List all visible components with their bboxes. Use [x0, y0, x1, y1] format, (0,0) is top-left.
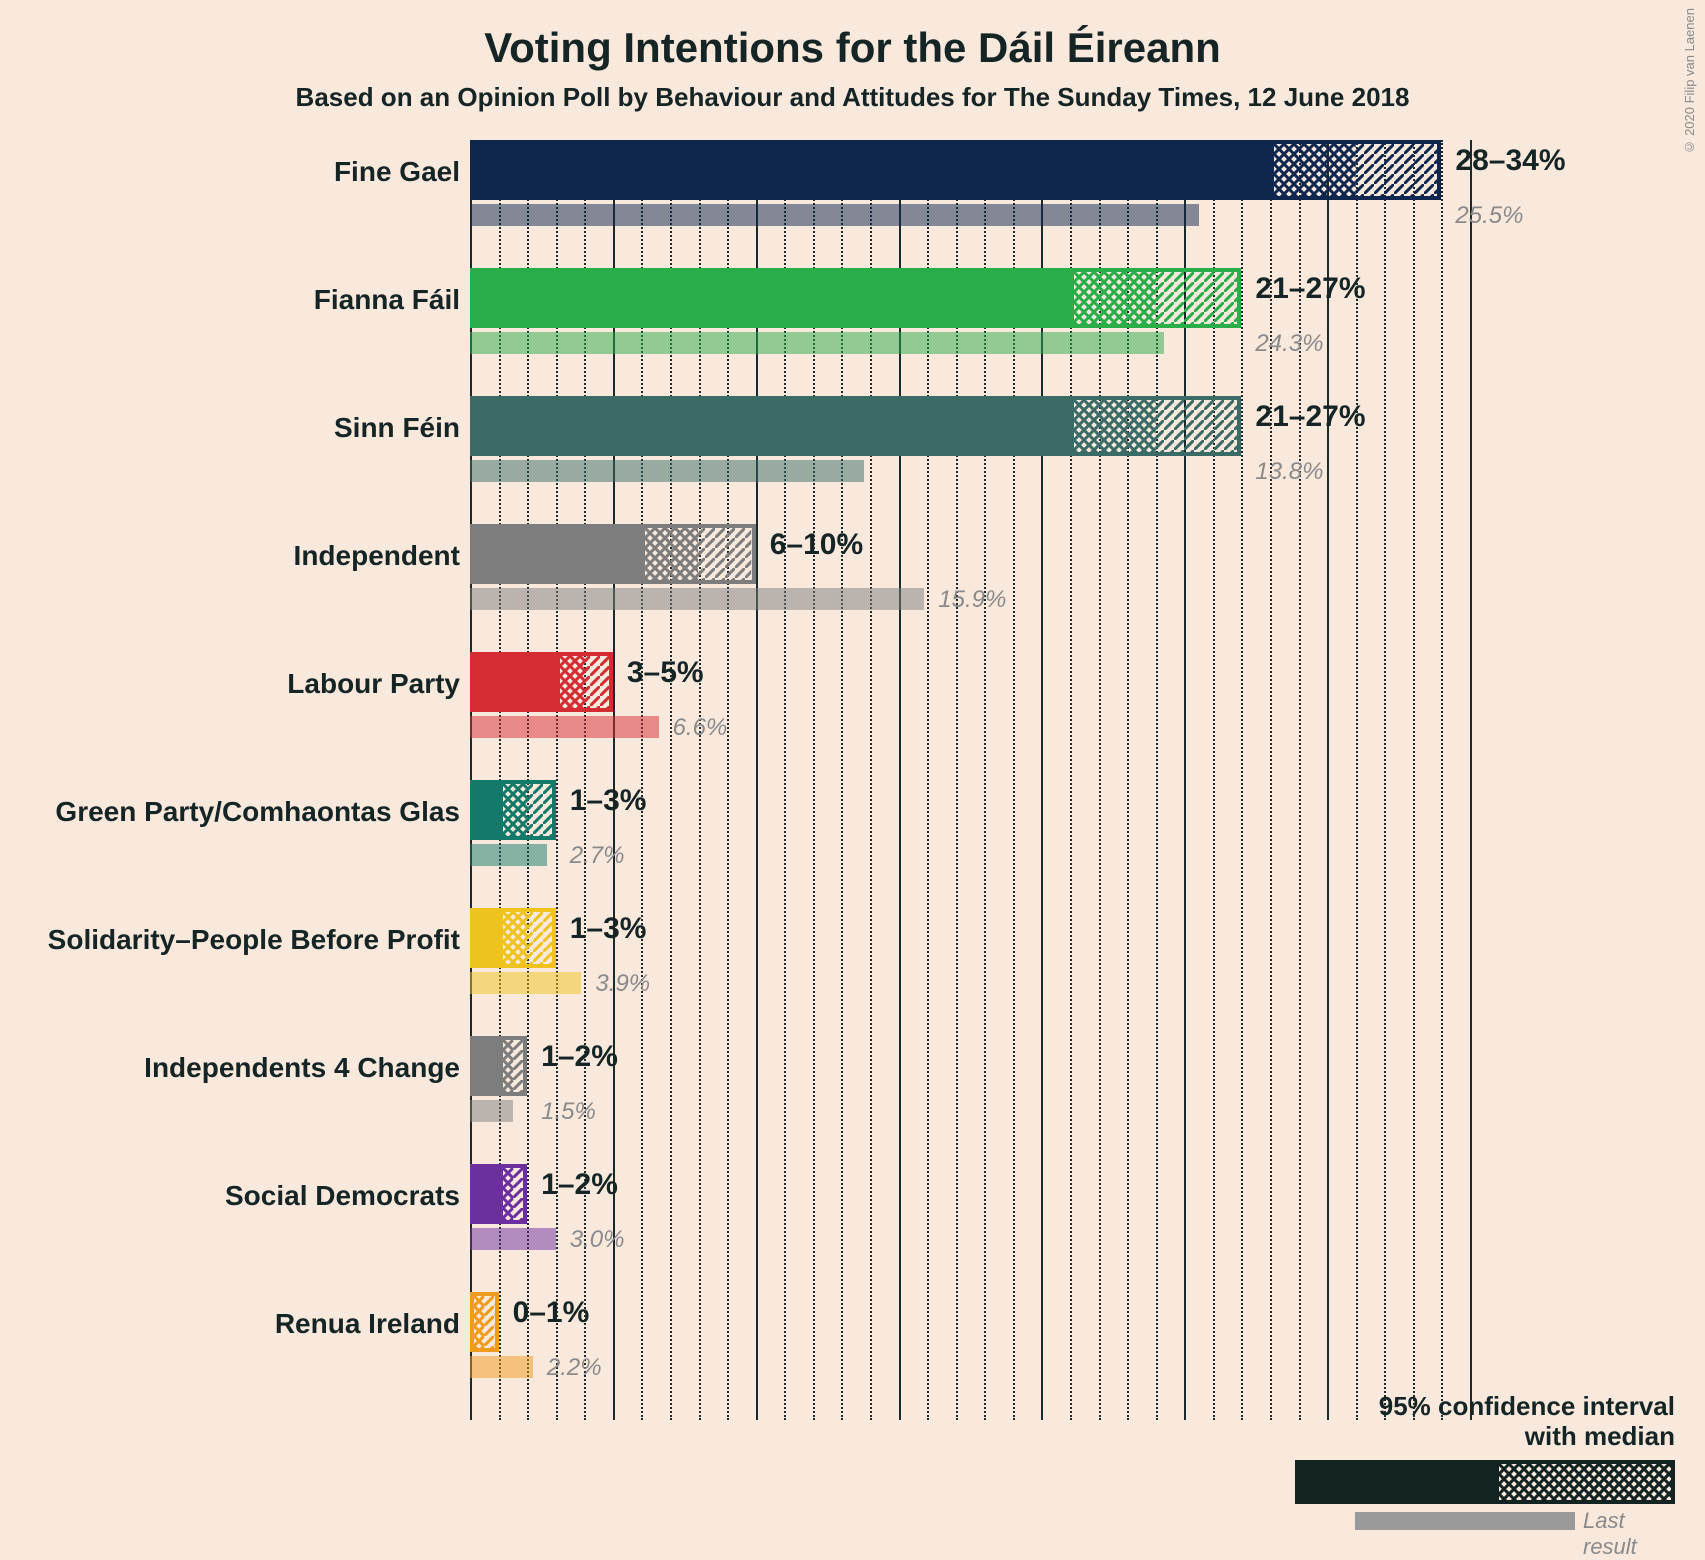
last-result-label: 15.9% [938, 586, 1006, 614]
party-row: Social Democrats 1–2% 3.0% [0, 1164, 1705, 1292]
party-row: Independent 6–10% 15.9% [0, 524, 1705, 652]
bar-ci [1070, 268, 1241, 328]
range-label: 28–34% [1455, 144, 1565, 178]
chart-title: Voting Intentions for the Dáil Éireann [0, 0, 1705, 72]
legend-ci-label: 95% confidence interval with median [1295, 1392, 1675, 1452]
bar-ci [1070, 396, 1241, 456]
bar-last-result [470, 716, 659, 738]
bar-ci [499, 908, 556, 968]
party-label: Renua Ireland [0, 1308, 460, 1340]
bar-ci [499, 1036, 528, 1096]
last-result-label: 25.5% [1455, 202, 1523, 230]
range-label: 21–27% [1255, 400, 1365, 434]
bar-solid [470, 908, 499, 968]
party-label: Sinn Féin [0, 412, 460, 444]
bar-solid [470, 524, 641, 584]
party-plot: 3–5% 6.6% [470, 652, 1470, 780]
party-label: Green Party/Comhaontas Glas [0, 796, 460, 828]
bar-solid [470, 1036, 499, 1096]
bar-ci [470, 1292, 499, 1352]
party-label: Fine Gael [0, 156, 460, 188]
party-label: Fianna Fáil [0, 284, 460, 316]
party-row: Independents 4 Change 1–2% 1.5% [0, 1036, 1705, 1164]
party-row: Labour Party 3–5% 6.6% [0, 652, 1705, 780]
range-label: 21–27% [1255, 272, 1365, 306]
party-label: Solidarity–People Before Profit [0, 924, 460, 956]
party-label: Independents 4 Change [0, 1052, 460, 1084]
party-row: Green Party/Comhaontas Glas 1–3% 2.7% [0, 780, 1705, 908]
bar-ci [499, 780, 556, 840]
chart-subtitle: Based on an Opinion Poll by Behaviour an… [0, 82, 1705, 113]
bar-last-result [470, 1100, 513, 1122]
range-label: 1–2% [541, 1168, 618, 1202]
range-label: 1–3% [570, 912, 647, 946]
party-label: Independent [0, 540, 460, 572]
legend: 95% confidence interval with median Last… [1295, 1392, 1675, 1504]
party-row: Solidarity–People Before Profit 1–3% 3.9% [0, 908, 1705, 1036]
party-plot: 1–3% 2.7% [470, 780, 1470, 908]
party-plot: 1–2% 1.5% [470, 1036, 1470, 1164]
bar-last-result [470, 972, 581, 994]
bar-solid [470, 780, 499, 840]
bar-ci [556, 652, 613, 712]
bar-solid [470, 140, 1270, 200]
bar-ci [1270, 140, 1441, 200]
bar-last-result [470, 204, 1199, 226]
party-plot: 21–27% 24.3% [470, 268, 1470, 396]
range-label: 3–5% [627, 656, 704, 690]
bar-last-result [470, 844, 547, 866]
range-label: 1–3% [570, 784, 647, 818]
party-row: Sinn Féin 21–27% 13.8% [0, 396, 1705, 524]
bar-solid [470, 396, 1070, 456]
party-plot: 1–3% 3.9% [470, 908, 1470, 1036]
party-plot: 1–2% 3.0% [470, 1164, 1470, 1292]
last-result-label: 2.2% [547, 1354, 602, 1382]
bar-solid [470, 1164, 499, 1224]
range-label: 1–2% [541, 1040, 618, 1074]
legend-last-label: Last result [1583, 1508, 1675, 1560]
party-label: Social Democrats [0, 1180, 460, 1212]
bar-last-result [470, 1356, 533, 1378]
last-result-label: 3.9% [595, 970, 650, 998]
bar-last-result [470, 1228, 556, 1250]
bar-ci [641, 524, 755, 584]
party-label: Labour Party [0, 668, 460, 700]
last-result-label: 2.7% [570, 842, 625, 870]
party-row: Fianna Fáil 21–27% 24.3% [0, 268, 1705, 396]
bar-last-result [470, 332, 1164, 354]
party-plot: 21–27% 13.8% [470, 396, 1470, 524]
bar-solid [470, 652, 556, 712]
bar-solid [470, 268, 1070, 328]
legend-bar: Last result [1295, 1460, 1675, 1504]
party-plot: 28–34%25.5% [470, 140, 1470, 268]
bar-ci [499, 1164, 528, 1224]
last-result-label: 13.8% [1255, 458, 1323, 486]
bar-last-result [470, 588, 924, 610]
range-label: 0–1% [513, 1296, 590, 1330]
last-result-label: 3.0% [570, 1226, 625, 1254]
chart-area: Fine Gael 28–34%25.5%Fianna Fáil 21–27%2… [0, 140, 1705, 1514]
party-plot: 6–10% 15.9% [470, 524, 1470, 652]
copyright-label: © 2020 Filip van Laenen [1682, 8, 1697, 155]
last-result-label: 24.3% [1255, 330, 1323, 358]
last-result-label: 1.5% [541, 1098, 596, 1126]
last-result-label: 6.6% [673, 714, 728, 742]
bar-last-result [470, 460, 864, 482]
range-label: 6–10% [770, 528, 863, 562]
party-row: Fine Gael 28–34%25.5% [0, 140, 1705, 268]
